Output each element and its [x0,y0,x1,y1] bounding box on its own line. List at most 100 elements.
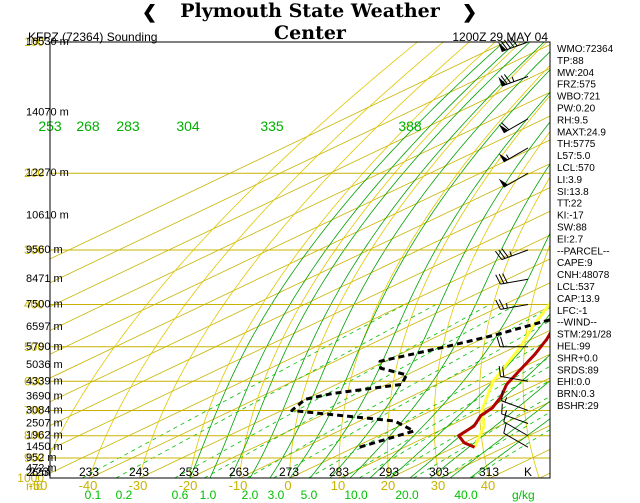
height-label: 1962 m [26,430,63,442]
mixing-ratio-tick-label: 10.0 [344,488,368,502]
moist-adiabat [409,354,550,478]
celsius-tick-label: -40 [79,478,98,493]
height-label: 7500 m [26,298,63,310]
mixing-ratio-tick-label: 0.6 [172,488,189,502]
wind-barb [498,365,529,382]
isotherm-line [389,401,550,478]
index-entry: LCL:570 [557,163,595,174]
kelvin-tick-label: 313 [479,465,499,479]
left-wing-logo: ❮ [142,2,158,22]
celsius-tick-label: -50 [29,478,48,493]
moist-adiabat [329,121,550,478]
height-label: 8471 m [26,273,63,285]
index-entry: WBO:721 [557,92,601,103]
index-entry: --PARCEL-- [557,246,610,257]
index-entry: LFC:-1 [557,306,588,317]
index-entry: PW:0.20 [557,104,596,115]
kelvin-tick-label: 263 [229,465,249,479]
wind-barb [503,422,529,448]
isotherm-line [239,329,550,478]
index-entry: SW:88 [557,223,587,234]
height-label: 472 m [26,462,57,474]
moist-adiabat [429,380,550,478]
height-label: 14070 m [26,106,69,118]
index-entry: STM:291/28 [557,330,612,341]
index-entry: --WIND-- [557,318,597,329]
kelvin-tick-label: 253 [179,465,199,479]
index-entry: MAXT:24.9 [557,127,606,138]
height-label: 952 m [26,452,57,464]
dry-adiabat [607,42,640,478]
wind-barb [498,147,529,163]
moist-adiabat [469,418,550,478]
indices-panel: WMO:72364TP:88MW:204FRZ:575WBO:721PW:0.2… [557,44,614,412]
theta-label: 268 [76,118,100,134]
wind-barbs [495,37,529,448]
isotherm-line [50,44,550,284]
wind-barb [498,118,529,134]
moist-adiabat [369,232,550,478]
index-entry: CAP:13.9 [557,294,600,305]
index-entry: L57:5.0 [557,151,591,162]
height-label: 3690 m [26,390,63,402]
index-entry: LCL:537 [557,282,595,293]
isotherm-line [50,187,550,427]
index-entry: WMO:72364 [557,44,614,55]
celsius-tick-label: 40 [481,478,495,493]
height-label: 5790 m [26,341,63,353]
pressure-unit-label: mb [26,479,43,493]
mixing-ratio-line [115,304,437,478]
isotherm-line [50,163,550,403]
index-entry: TP:88 [557,56,584,67]
wind-barb [495,299,529,310]
mixing-ratio-line [273,320,550,478]
mixing-ratio-tick-label: 0.2 [116,488,133,502]
index-entry: TH:5775 [557,139,596,150]
pressure-tick-label: 200 [24,166,44,180]
kelvin-tick-label: 283 [329,465,349,479]
index-entry: RH:9.5 [557,115,589,126]
theta-label: 335 [260,118,284,134]
index-entry: MW:204 [557,68,594,79]
height-label: 16530 m [26,36,69,48]
dry-adiabat [88,42,444,478]
index-entry: FRZ:575 [557,80,596,91]
isotherm-line [50,68,550,308]
height-label: 1450 m [26,441,63,453]
moist-adiabat [209,42,517,478]
moist-adiabat [189,42,505,478]
moist-adiabat [309,91,550,478]
mixing-ratio-tick-label: 1.0 [200,488,217,502]
index-entry: BRN:0.3 [557,389,595,400]
moist-adiabat [389,313,550,478]
moist-adiabat [349,163,550,478]
dry-adiabat [288,42,548,478]
kelvin-tick-label: 223 [29,465,49,479]
grid-layer [50,42,640,478]
wind-barb [495,273,529,285]
page-title: Plymouth State Weather Center [180,0,440,44]
height-label: 26 m [26,467,50,479]
wind-barb [495,248,529,261]
isotherm-line [50,42,506,260]
pressure-tick-label: 600 [24,374,44,388]
pressure-tick-label: 700 [24,403,44,417]
pressure-tick-label: 500 [24,340,44,354]
pressure-tick-label: 800 [24,429,44,443]
parcel-trace [473,300,550,448]
dry-adiabat [386,95,550,478]
wind-barb [503,411,529,437]
dry-adiabat [138,42,470,478]
mixing-ratio-tick-label: 20.0 [395,488,419,502]
wind-barb [496,336,528,348]
index-entry: HEL:99 [557,342,591,353]
celsius-tick-label: 0 [284,478,291,493]
plot-frame [49,41,551,479]
dry-adiabat [338,64,550,478]
mixing-ratio-tick-label: 5.0 [301,488,318,502]
isotherm-line [50,139,550,379]
index-entry: EHI:0.0 [557,377,591,388]
mixing-ratio-tick-label: 2.0 [242,488,259,502]
